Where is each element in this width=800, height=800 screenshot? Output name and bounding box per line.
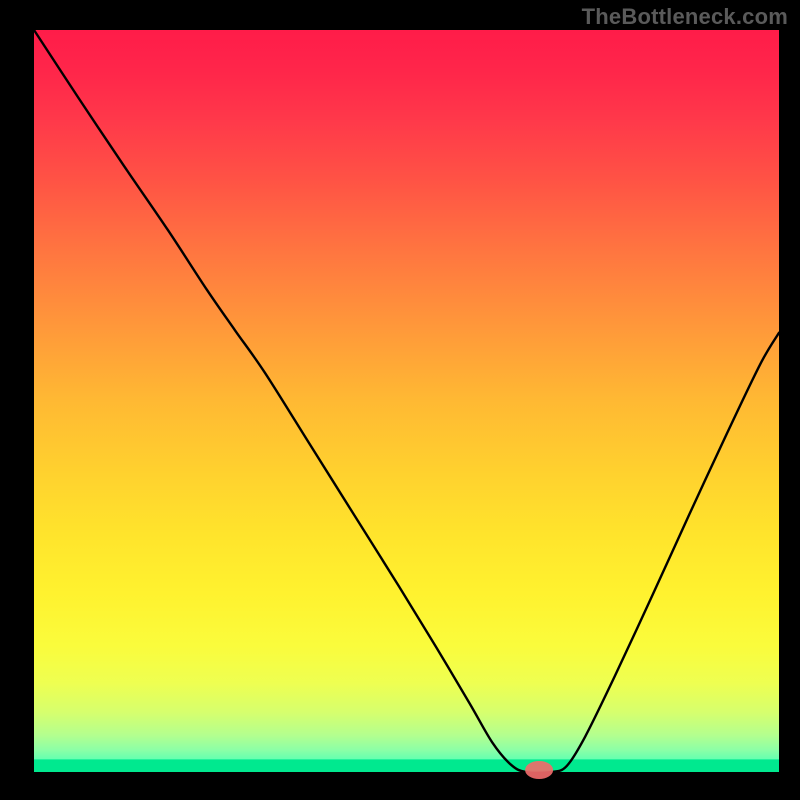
watermark-text: TheBottleneck.com <box>582 4 788 30</box>
bottleneck-curve-chart <box>0 0 800 800</box>
plot-background <box>34 30 779 772</box>
chart-frame: TheBottleneck.com <box>0 0 800 800</box>
plot-bottom-band <box>34 759 779 772</box>
optimum-marker <box>525 761 553 779</box>
